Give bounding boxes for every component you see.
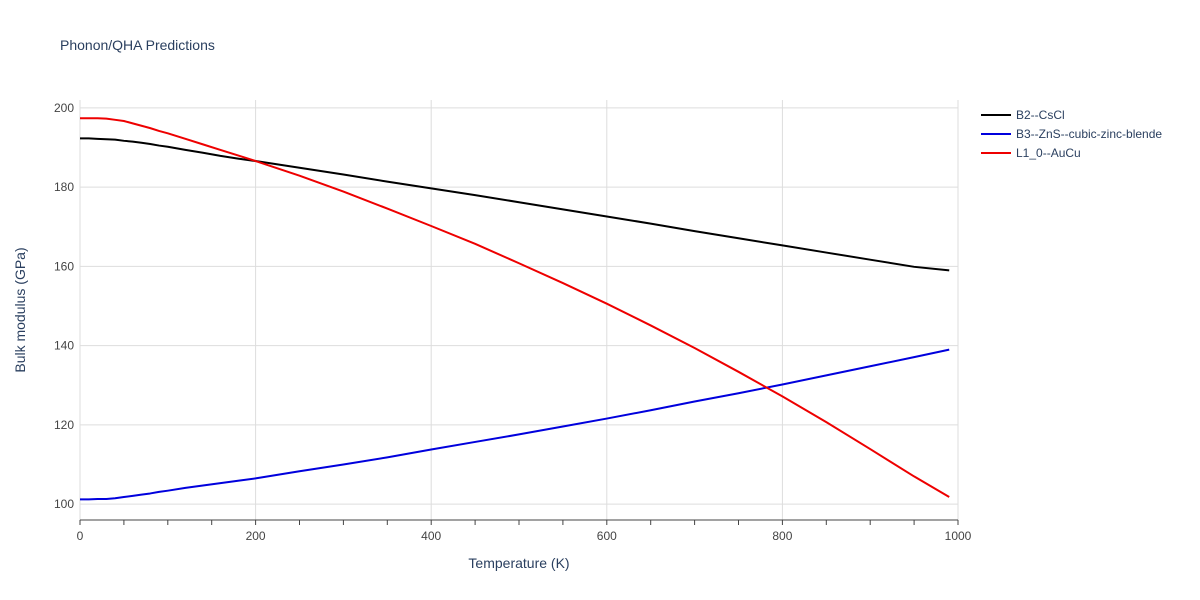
legend-label: B3--ZnS--cubic-zinc-blende bbox=[1016, 127, 1162, 141]
legend-label: B2--CsCl bbox=[1016, 108, 1065, 122]
y-tick-label: 180 bbox=[54, 180, 74, 194]
legend-item-2[interactable]: L1_0--AuCu bbox=[981, 146, 1081, 160]
y-tick-label: 200 bbox=[54, 101, 74, 115]
x-tick-label: 800 bbox=[772, 529, 792, 543]
legend[interactable]: B2--CsCl B3--ZnS--cubic-zinc-blende L1_0--… bbox=[981, 108, 1162, 160]
x-tick-label: 1000 bbox=[945, 529, 972, 543]
legend-item-1[interactable]: B3--ZnS--cubic-zinc-blende bbox=[981, 127, 1162, 141]
x-tick-label: 0 bbox=[77, 529, 84, 543]
y-axis-title: Bulk modulus (GPa) bbox=[12, 247, 28, 372]
series-line-1[interactable] bbox=[80, 348, 950, 501]
y-tick-label: 100 bbox=[54, 497, 74, 511]
y-tick-label: 120 bbox=[54, 418, 74, 432]
x-tick-label: 200 bbox=[246, 529, 266, 543]
series-line-0[interactable] bbox=[80, 137, 950, 272]
x-tick-label: 600 bbox=[597, 529, 617, 543]
y-axis-ticks: 100 120 140 160 180 200 bbox=[54, 101, 74, 511]
legend-item-0[interactable]: B2--CsCl bbox=[981, 108, 1065, 122]
grid-lines bbox=[79, 100, 959, 520]
y-tick-label: 160 bbox=[54, 259, 74, 273]
y-tick-label: 140 bbox=[54, 339, 74, 353]
chart-title: Phonon/QHA Predictions bbox=[60, 37, 215, 53]
series-line-2[interactable] bbox=[80, 117, 950, 498]
plot-area[interactable] bbox=[80, 117, 950, 501]
x-axis-ticks: 0 200 400 600 800 1000 bbox=[77, 519, 972, 543]
x-tick-label: 400 bbox=[421, 529, 441, 543]
legend-label: L1_0--AuCu bbox=[1016, 146, 1081, 160]
x-axis-title: Temperature (K) bbox=[468, 555, 569, 571]
